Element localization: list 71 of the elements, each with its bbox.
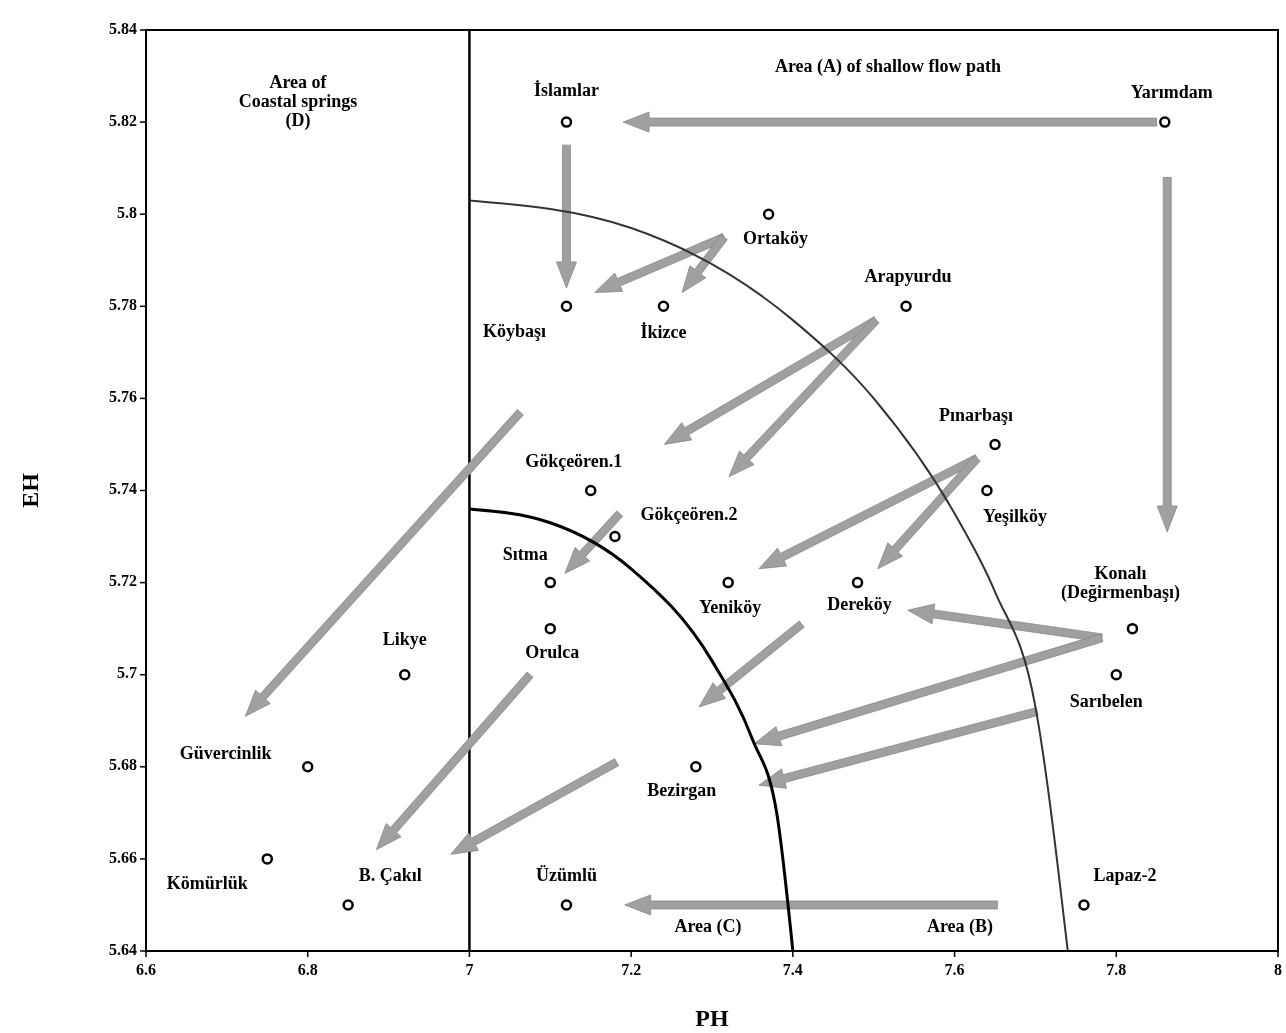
annotation: Bezirgan	[647, 779, 717, 800]
point	[560, 300, 573, 313]
point	[722, 576, 734, 589]
y-tick-label: 5.68	[109, 756, 137, 774]
annotation: İslamlar	[533, 80, 599, 101]
point	[1126, 622, 1139, 635]
annotation: Kömürlük	[166, 873, 248, 894]
point	[989, 438, 1001, 451]
y-tick-label: 5.82	[109, 111, 137, 129]
annotation: Lapaz-2	[1093, 865, 1157, 886]
x-axis-title: PH	[695, 1005, 729, 1031]
point	[900, 300, 912, 313]
annotation: Gökçeören.1	[525, 450, 623, 471]
annotation: Arapyurdu	[864, 266, 952, 287]
point	[1078, 899, 1090, 911]
y-tick-label: 5.66	[109, 848, 137, 866]
point	[544, 622, 557, 635]
point	[560, 116, 573, 128]
annotation: Yeşilköy	[982, 505, 1047, 526]
point	[301, 761, 314, 773]
point	[1159, 116, 1171, 128]
point	[560, 899, 573, 911]
annotation: Area (B)	[926, 916, 994, 938]
annotation: Köybaşı	[482, 321, 546, 342]
x-tick-label: 6.6	[136, 961, 156, 978]
x-tick-label: 7.4	[782, 961, 803, 978]
annotation: Güvercinlik	[179, 742, 272, 763]
y-tick-label: 5.78	[109, 295, 137, 313]
annotation: Area (A) of shallow flow path	[774, 56, 1002, 78]
point	[851, 576, 864, 589]
point	[342, 899, 354, 911]
y-axis-title: EH	[17, 472, 43, 508]
point	[762, 208, 775, 220]
point	[690, 761, 702, 773]
annotation: Likye	[382, 628, 427, 649]
y-tick-label: 5.7	[117, 664, 137, 682]
y-tick-label: 5.64	[109, 940, 137, 958]
annotation: Gökçeören.2	[640, 503, 738, 524]
x-tick-label: 8	[1274, 961, 1282, 978]
x-tick-label: 7	[465, 961, 474, 978]
point	[981, 484, 993, 497]
annotation: Orulca	[525, 641, 580, 662]
annotation: İkizce	[640, 322, 687, 343]
y-tick-label: 5.72	[109, 572, 137, 590]
point	[657, 300, 670, 313]
annotation: Yarımdam	[1130, 82, 1213, 103]
point	[544, 576, 557, 589]
annotation: Yeniköy	[699, 596, 762, 617]
annotation: Üzümlü	[535, 865, 597, 886]
annotation: Area (C)	[674, 916, 742, 938]
y-tick-label: 5.8	[117, 203, 137, 221]
annotation: Konalı (Değirmenbaşı)	[1060, 563, 1180, 604]
y-tick-label: 5.84	[109, 19, 137, 37]
y-tick-label: 5.74	[109, 480, 137, 498]
point	[398, 668, 411, 681]
x-tick-label: 7.8	[1106, 961, 1127, 978]
y-tick-label: 5.76	[109, 388, 137, 406]
annotation: Area of Coastal springs (D)	[238, 72, 358, 132]
annotation: B. Çakıl	[358, 865, 422, 886]
annotation: Sarıbelen	[1069, 690, 1143, 711]
point	[261, 853, 274, 865]
point	[584, 484, 597, 497]
annotation: Pınarbaşı	[938, 405, 1014, 426]
point	[1110, 668, 1123, 681]
annotation: Dereköy	[827, 593, 892, 614]
x-tick-label: 6.8	[297, 961, 318, 978]
annotation: Ortaköy	[743, 228, 809, 249]
x-tick-label: 7.2	[621, 961, 642, 978]
annotation: Sıtma	[502, 543, 548, 564]
point	[609, 530, 621, 543]
x-tick-label: 7.6	[944, 961, 965, 978]
